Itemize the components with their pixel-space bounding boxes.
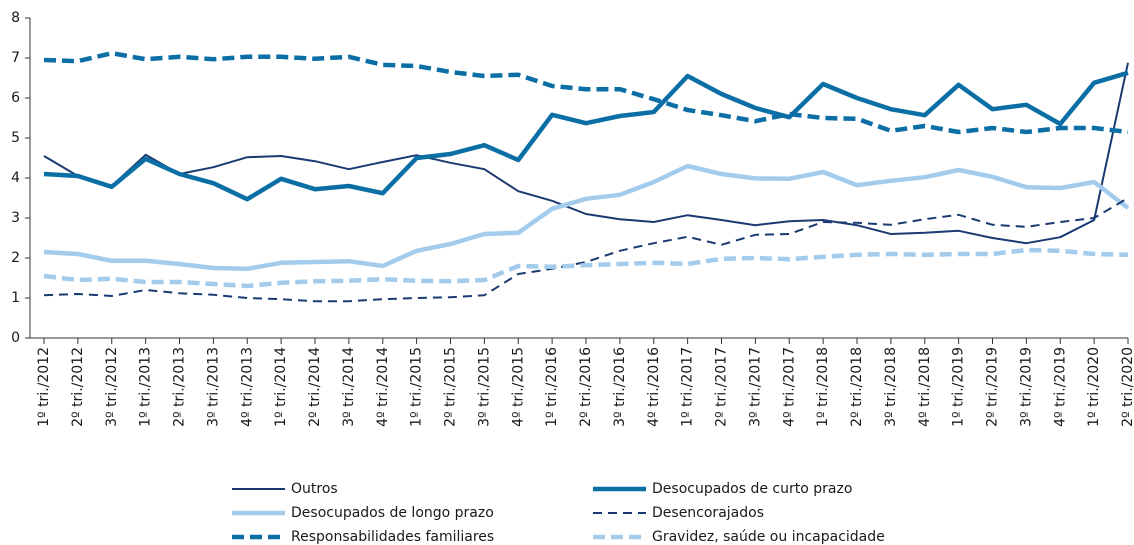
x-tick-label: 4º tri./2016 (646, 347, 662, 427)
x-tick-label: 4º tri./2015 (510, 347, 526, 427)
x-tick-label: 1º tri./2015 (409, 347, 425, 427)
x-tick-label: 1º tri./2014 (273, 347, 289, 427)
x-tick-label: 3º tri./2018 (883, 347, 899, 427)
x-tick-label: 2º tri./2016 (578, 347, 594, 427)
x-tick-label: 3º tri./2015 (476, 347, 492, 427)
x-tick-label: 4º tri./2018 (917, 347, 933, 427)
x-tick-label: 3º tri./2019 (1018, 347, 1034, 427)
y-tick-label: 3 (11, 210, 20, 226)
y-tick-label: 6 (11, 90, 20, 106)
x-tick-label: 3º tri./2014 (341, 347, 357, 427)
legend-label: Desencorajados (652, 505, 764, 521)
x-tick-label: 4º tri./2017 (781, 347, 797, 427)
x-tick-label: 2º tri./2017 (714, 347, 730, 427)
y-tick-label: 8 (11, 10, 20, 26)
legend-label: Outros (291, 481, 338, 497)
x-tick-label: 3º tri./2012 (104, 347, 120, 427)
x-tick-label: 2º tri./2013 (172, 347, 188, 427)
series-line (43, 50, 1129, 135)
x-tick-label: 2º tri./2019 (985, 347, 1001, 427)
x-tick-label: 4º tri./2019 (1052, 347, 1068, 427)
legend-label: Desocupados de longo prazo (291, 505, 494, 521)
series-line (43, 70, 1129, 202)
x-tick-label: 1º tri./2012 (36, 347, 52, 427)
x-tick-label: 2º tri./2015 (443, 347, 459, 427)
series-line (43, 62, 1129, 245)
x-tick-label: 1º tri./2019 (951, 347, 967, 427)
y-tick-label: 5 (11, 130, 20, 146)
y-tick-label: 4 (11, 170, 20, 186)
x-tick-label: 1º tri./2020 (1086, 347, 1102, 427)
y-tick-label: 7 (11, 50, 20, 66)
x-tick-label: 4º tri./2013 (239, 347, 255, 427)
x-tick-label: 3º tri./2016 (612, 347, 628, 427)
series-line (43, 163, 1130, 272)
y-tick-label: 1 (11, 290, 20, 306)
x-tick-label: 2º tri./2020 (1120, 347, 1134, 427)
x-tick-label: 1º tri./2018 (815, 347, 831, 427)
legend-label: Responsabilidades familiares (291, 529, 494, 545)
x-tick-label: 2º tri./2014 (307, 347, 323, 427)
y-tick-label: 0 (11, 330, 20, 346)
series-line (43, 197, 1129, 303)
legend-label: Desocupados de curto prazo (652, 481, 852, 497)
x-tick-label: 1º tri./2013 (138, 347, 154, 427)
x-tick-label: 4º tri./2014 (375, 347, 391, 427)
x-tick-label: 3º tri./2013 (205, 347, 221, 427)
y-tick-label: 2 (11, 250, 20, 266)
series-line (43, 247, 1129, 289)
x-tick-label: 3º tri./2017 (747, 347, 763, 427)
x-tick-label: 1º tri./2016 (544, 347, 560, 427)
x-tick-label: 1º tri./2017 (680, 347, 696, 427)
legend-label: Gravidez, saúde ou incapacidade (652, 529, 885, 545)
x-tick-label: 2º tri./2018 (849, 347, 865, 427)
x-tick-label: 2º tri./2012 (70, 347, 86, 427)
